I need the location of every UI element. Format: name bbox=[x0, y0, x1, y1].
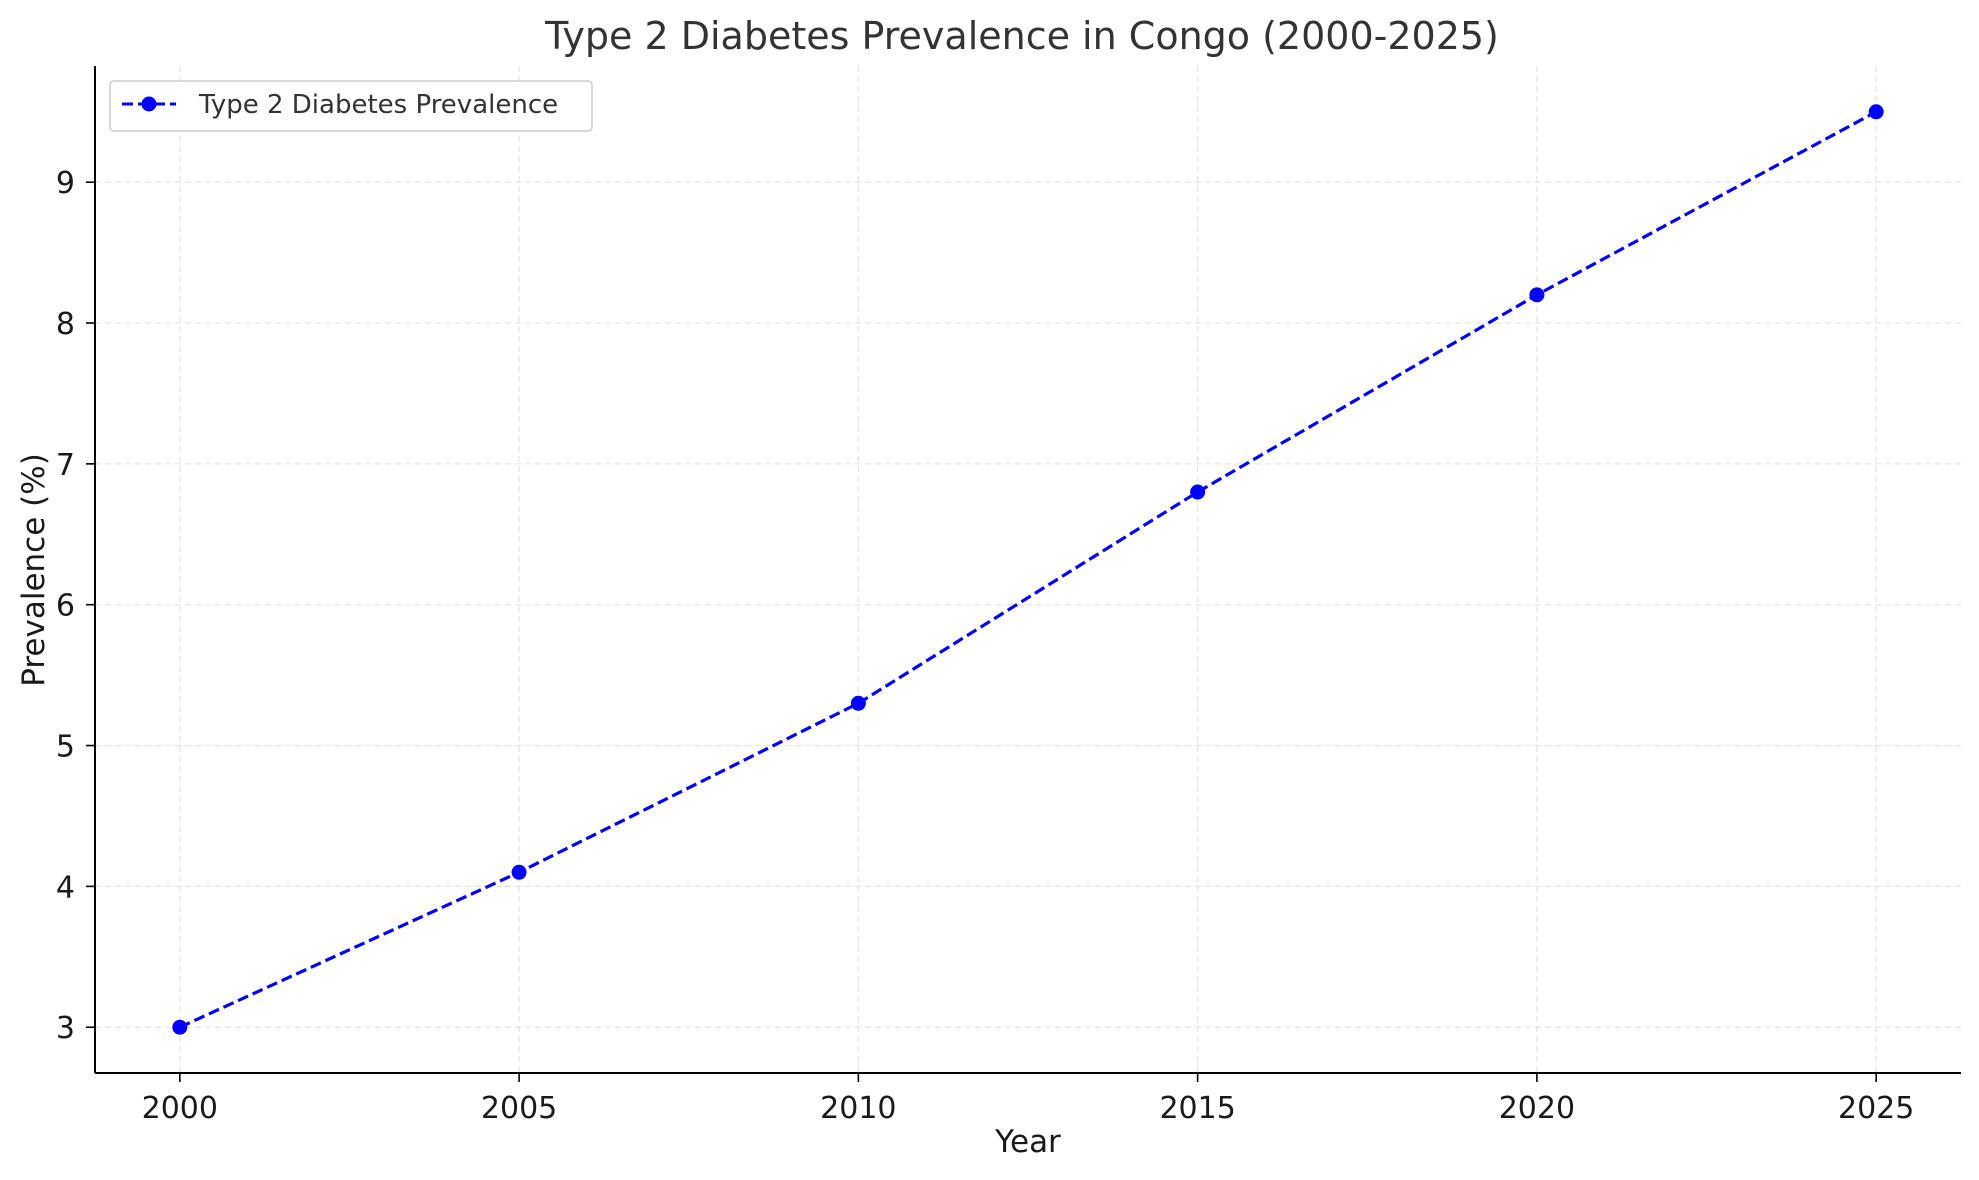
x-tick-label: 2020 bbox=[1499, 1091, 1575, 1126]
series-line bbox=[179, 110, 1877, 1029]
x-tick-label: 2005 bbox=[481, 1091, 557, 1126]
x-tick-label: 2000 bbox=[142, 1091, 218, 1126]
y-axis-title: Prevalence (%) bbox=[16, 453, 52, 687]
y-tick-label: 5 bbox=[56, 730, 75, 765]
axes bbox=[94, 66, 1961, 1074]
y-ticks: 3 4 5 6 7 8 9 bbox=[56, 166, 95, 1046]
chart-title: Type 2 Diabetes Prevalence in Congo (200… bbox=[544, 14, 1499, 58]
x-axis-title: Year bbox=[994, 1124, 1061, 1160]
data-point bbox=[511, 864, 527, 880]
data-point bbox=[850, 695, 866, 711]
x-tick-label: 2025 bbox=[1838, 1091, 1914, 1126]
y-tick-label: 4 bbox=[56, 870, 75, 905]
y-tick-label: 3 bbox=[56, 1011, 75, 1046]
data-point bbox=[172, 1019, 188, 1035]
y-tick-label: 9 bbox=[56, 166, 75, 201]
series-layer bbox=[172, 104, 1884, 1035]
legend-label: Type 2 Diabetes Prevalence bbox=[198, 90, 558, 120]
grid bbox=[95, 66, 1961, 1073]
legend: Type 2 Diabetes Prevalence bbox=[109, 80, 593, 132]
legend-box bbox=[109, 80, 593, 132]
y-tick-label: 7 bbox=[56, 448, 75, 483]
data-point bbox=[1529, 287, 1545, 303]
legend-marker bbox=[141, 96, 157, 112]
y-tick-label: 6 bbox=[56, 589, 75, 624]
data-point bbox=[1190, 484, 1206, 500]
x-tick-label: 2010 bbox=[820, 1091, 896, 1126]
data-point bbox=[1868, 104, 1884, 120]
y-tick-label: 8 bbox=[56, 307, 75, 342]
x-tick-label: 2015 bbox=[1159, 1091, 1235, 1126]
x-ticks: 2000 2005 2010 2015 2020 2025 bbox=[142, 1073, 1914, 1126]
